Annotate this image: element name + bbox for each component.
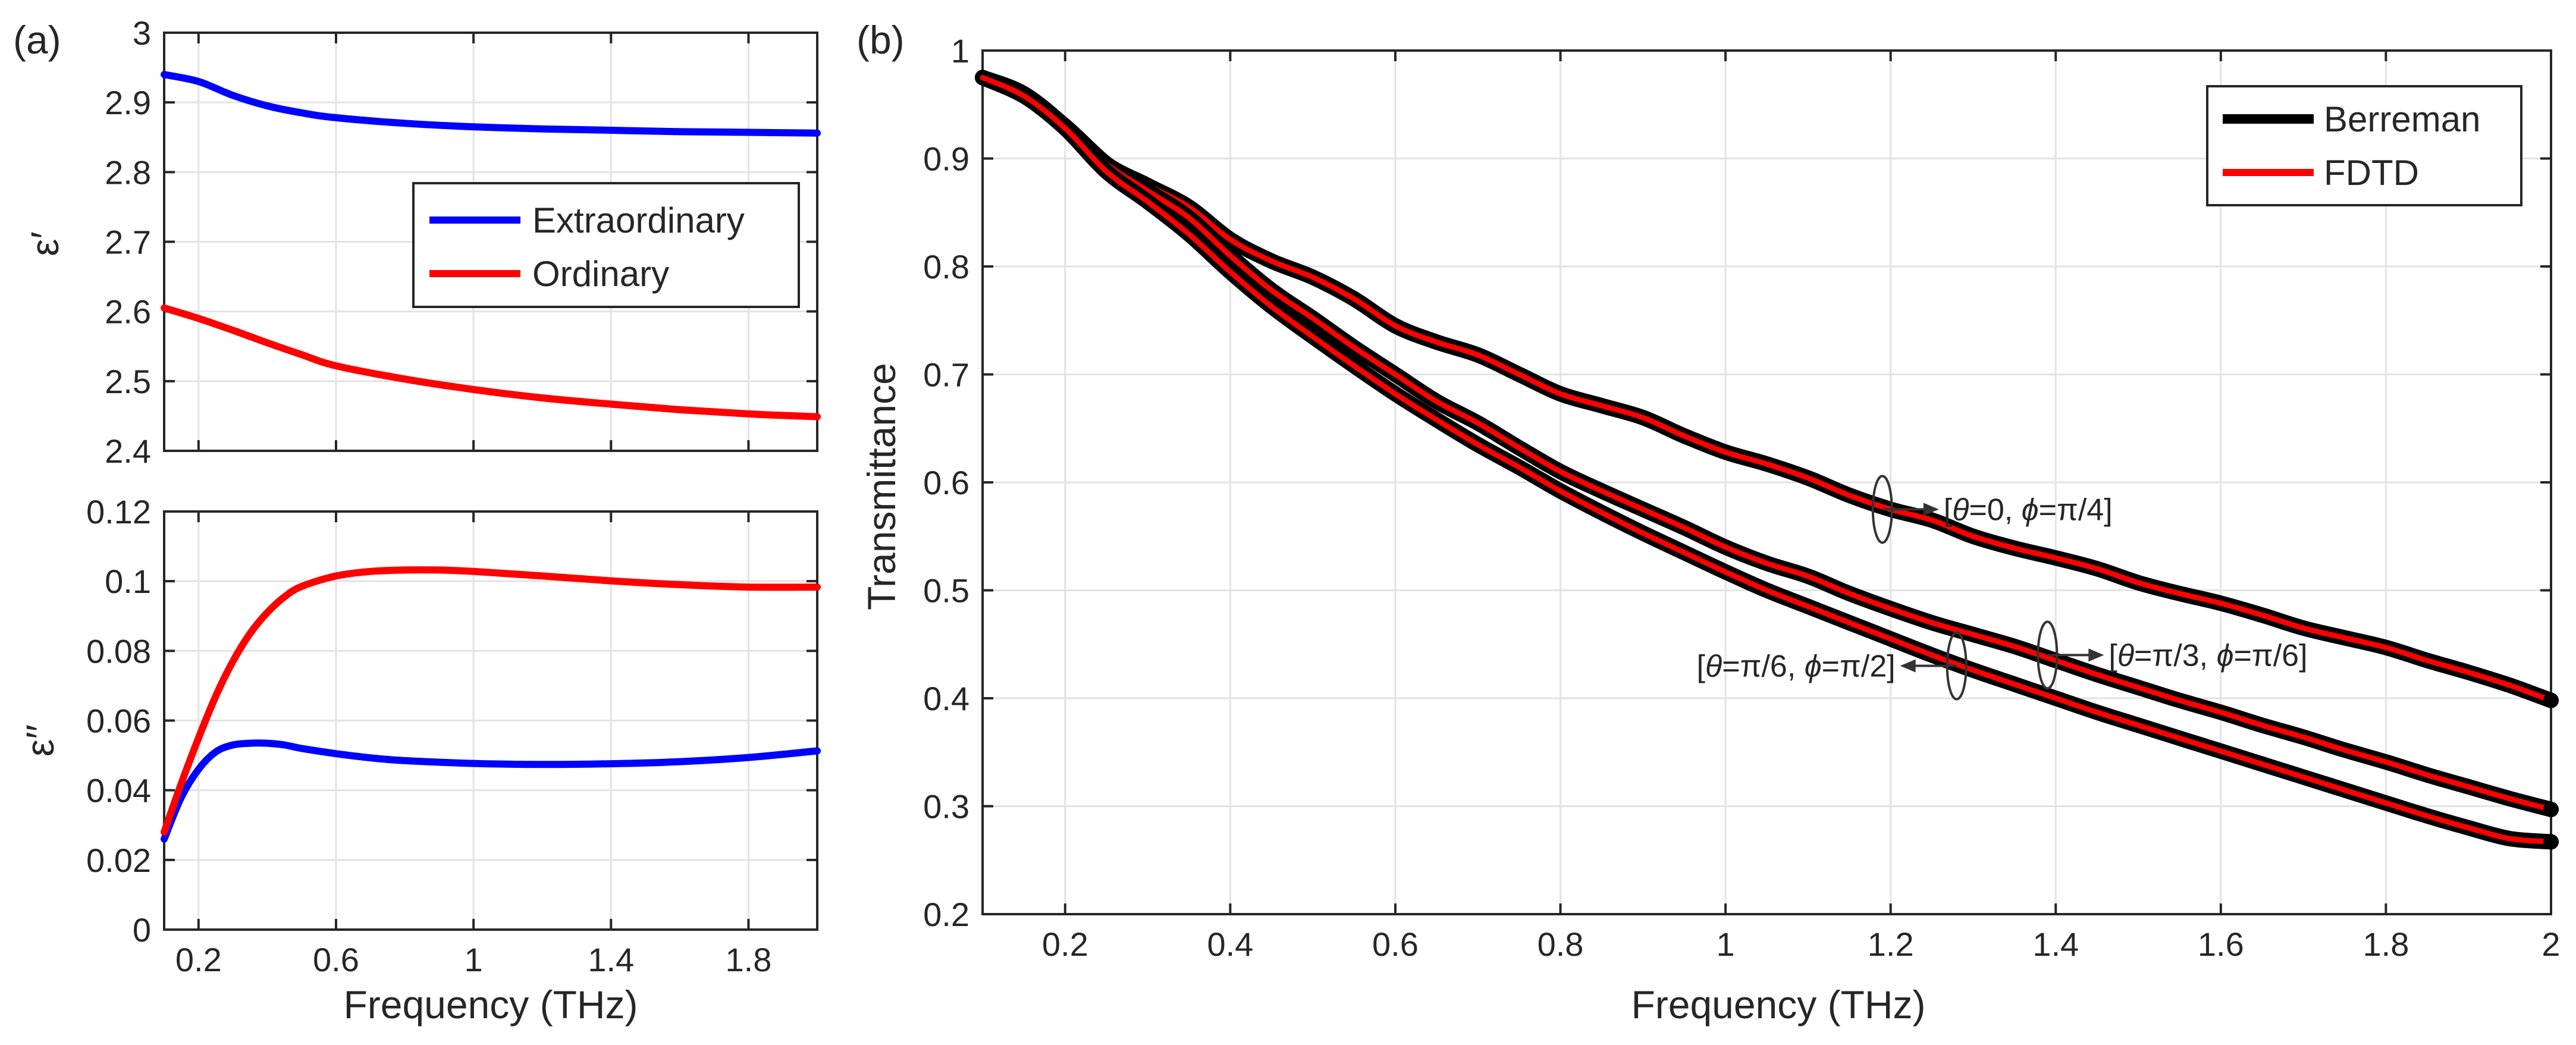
- b-annotation-arrow-head-0: [1923, 503, 1939, 516]
- a-bottom-series-extraordinary: [161, 739, 821, 843]
- a-top-ytick-label-3: 2.7: [105, 224, 151, 261]
- b-annotation-label-0: [θ=0, ϕ=π/4]: [1944, 492, 2113, 527]
- chart-a-top: 2.4 2.5 2.6 2.7 2.8 2.9 3: [105, 14, 821, 470]
- b-xtick-label-1: 0.4: [1207, 925, 1253, 963]
- b-xtick-label-9: 2: [2542, 925, 2560, 963]
- a-bottom-ytick-label-4: 0.08: [86, 632, 151, 670]
- panel-label-a: (a): [13, 18, 61, 62]
- b-ytick-label-1: 0.3: [923, 788, 969, 826]
- a-bottom-xtick-label-1: 0.6: [313, 941, 359, 978]
- panel-label-b: (b): [856, 18, 905, 62]
- b-xtick-label-0: 0.2: [1042, 925, 1088, 963]
- b-annotation-label-2: [θ=π/6, ϕ=π/2]: [1697, 649, 1896, 684]
- b-endpoint-0: [2543, 692, 2559, 708]
- a-bottom-ytick-label-0: 0: [133, 911, 151, 949]
- a-bottom-xtick-label-3: 1.4: [588, 941, 634, 978]
- b-annotation-label-part-1-3: ϕ: [2217, 638, 2234, 673]
- a-top-ylabel: ε′: [23, 231, 67, 256]
- b-xlabel: Frequency (THz): [1631, 983, 1925, 1027]
- b-annotation-label-part-2-3: ϕ: [1805, 649, 1822, 684]
- b-annotation-label-part-2-2: =π/6,: [1722, 649, 1805, 684]
- b-annotation-label-part-2-0: [: [1697, 649, 1706, 684]
- a-top-ytick-label-0: 2.4: [105, 432, 151, 470]
- chart-b: 0.2 0.4 0.6 0.8 1 1.2 1.4 1.6 1.8 2 0.2 0.3 0.4 0.5 0.…: [923, 32, 2560, 963]
- b-ytick-label-0: 0.2: [923, 896, 969, 933]
- b-ytick-label-8: 1: [951, 32, 969, 70]
- chart-a-bottom: 0.2 0.6 1 1.4 1.8 0 0.02 0.04 0.06 0.08 0.1 0.12: [86, 493, 821, 978]
- b-annotation-label-part-1-2: =π/3,: [2134, 638, 2217, 673]
- b-xtick-label-5: 1.2: [1868, 925, 1914, 963]
- b-annotation-label-part-0-4: =π/4]: [2039, 492, 2113, 527]
- a-bottom-ytick-label-1: 0.02: [86, 842, 151, 879]
- b-xtick-label-2: 0.6: [1372, 925, 1419, 963]
- b-annotation-label-part-0-3: ϕ: [2022, 492, 2039, 527]
- b-annotation-label-part-2-4: =π/2]: [1822, 649, 1896, 684]
- a-bottom-xlabel: Frequency (THz): [343, 983, 638, 1027]
- a-top-series-extraordinary: [161, 71, 821, 137]
- legend-b-box: [2206, 85, 2522, 206]
- b-ytick-label-6: 0.8: [923, 248, 969, 285]
- a-bottom-ytick-label-5: 0.1: [105, 563, 151, 600]
- a-bottom-xtick-label-4: 1.8: [725, 941, 771, 978]
- a-top-ytick-label-2: 2.6: [105, 293, 151, 331]
- b-annotation-arrow-head-1: [2088, 648, 2104, 662]
- b-annotation-label-part-2-1: θ: [1705, 649, 1722, 684]
- a-bottom-ytick-label-2: 0.04: [86, 772, 151, 809]
- legend-b-label-berreman: Berreman: [2324, 99, 2480, 139]
- legend-a-label-extraordinary: Extraordinary: [532, 200, 745, 240]
- b-annotation-label-part-1-4: =π/6]: [2233, 638, 2307, 673]
- b-ytick-label-5: 0.7: [923, 356, 969, 394]
- legend-a: Extraordinary Ordinary: [412, 182, 800, 308]
- legend-b-label-fdtd: FDTD: [2324, 153, 2419, 193]
- b-annotation-label-1: [θ=π/3, ϕ=π/6]: [2109, 638, 2307, 673]
- b-ylabel: Transmittance: [859, 363, 903, 610]
- b-annotation-label-part-1-1: θ: [2117, 638, 2134, 673]
- legend-a-box: [412, 182, 800, 308]
- b-fdtd-line-1: [980, 74, 2554, 812]
- b-fdtd-line-2: [980, 74, 2554, 845]
- a-top-ytick-label-4: 2.8: [105, 153, 151, 191]
- b-ytick-label-7: 0.9: [923, 140, 969, 178]
- legend-a-label-ordinary: Ordinary: [532, 254, 669, 294]
- a-bottom-ytick-label-3: 0.06: [86, 702, 151, 740]
- b-annotation-1: [θ=π/3, ϕ=π/6]: [2037, 620, 2308, 690]
- b-ytick-label-2: 0.4: [923, 680, 969, 717]
- b-xtick-label-3: 0.8: [1538, 925, 1584, 963]
- b-xtick-label-6: 1.4: [2032, 925, 2079, 963]
- b-ytick-label-3: 0.5: [923, 572, 969, 610]
- a-top-series-ordinary: [161, 304, 821, 420]
- legend-b: Berreman FDTD: [2206, 85, 2522, 206]
- b-ytick-label-4: 0.6: [923, 464, 969, 501]
- b-xtick-label-4: 1: [1717, 925, 1735, 963]
- b-annotation-arrow-head-2: [1900, 659, 1916, 673]
- b-annotation-0: [θ=0, ϕ=π/4]: [1871, 475, 2113, 544]
- a-bottom-xtick-label-2: 1: [465, 941, 483, 978]
- b-endpoint-1: [2543, 801, 2559, 817]
- a-bottom-ytick-label-6: 0.12: [86, 493, 151, 531]
- b-annotation-label-part-1-0: [: [2109, 638, 2117, 673]
- b-annotation-2: [θ=π/6, ϕ=π/2]: [1697, 631, 1968, 701]
- a-bottom-xtick-label-0: 0.2: [175, 941, 222, 978]
- b-annotation-label-part-0-1: θ: [1952, 492, 1969, 527]
- b-fdtd-line-0: [980, 74, 2554, 704]
- b-endpoint-2: [2543, 834, 2559, 850]
- b-xtick-label-7: 1.6: [2198, 925, 2244, 963]
- a-top-ytick-label-5: 2.9: [105, 84, 151, 121]
- b-annotation-label-part-0-0: [: [1944, 492, 1953, 527]
- a-bottom-ylabel: ε′′: [18, 724, 62, 757]
- a-top-ytick-label-1: 2.5: [105, 363, 151, 400]
- a-bottom-series-ordinary: [161, 566, 821, 836]
- b-xtick-label-8: 1.8: [2362, 925, 2409, 963]
- b-annotation-label-part-0-2: =0,: [1969, 492, 2021, 527]
- a-top-ytick-label-6: 3: [133, 14, 151, 52]
